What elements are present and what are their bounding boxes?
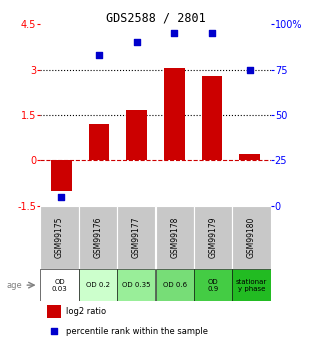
- Text: GSM99175: GSM99175: [55, 217, 64, 258]
- Bar: [117, 206, 156, 269]
- Bar: [40, 206, 79, 269]
- Point: [134, 40, 139, 45]
- Text: GSM99176: GSM99176: [94, 217, 102, 258]
- Bar: [126, 110, 147, 160]
- Bar: [51, 160, 72, 190]
- Point: [172, 30, 177, 36]
- Text: OD 0.35: OD 0.35: [122, 282, 151, 288]
- Bar: [232, 269, 271, 301]
- Text: GSM99179: GSM99179: [209, 217, 217, 258]
- Text: log2 ratio: log2 ratio: [66, 307, 106, 316]
- Point: [96, 52, 101, 58]
- Title: GDS2588 / 2801: GDS2588 / 2801: [106, 11, 205, 24]
- Text: stationar
y phase: stationar y phase: [236, 279, 267, 292]
- Bar: [117, 269, 156, 301]
- Point: [247, 67, 252, 72]
- Text: OD 0.6: OD 0.6: [163, 282, 187, 288]
- Bar: [194, 269, 232, 301]
- Text: OD
0.9: OD 0.9: [207, 279, 219, 292]
- Bar: [40, 269, 79, 301]
- Text: GSM99177: GSM99177: [132, 217, 141, 258]
- Bar: [89, 124, 109, 160]
- Point: [210, 30, 215, 36]
- Text: GSM99180: GSM99180: [247, 217, 256, 258]
- Text: OD
0.03: OD 0.03: [52, 279, 67, 292]
- Bar: [79, 269, 117, 301]
- Bar: [156, 206, 194, 269]
- Bar: [79, 206, 117, 269]
- Text: GSM99178: GSM99178: [170, 217, 179, 258]
- Bar: [47, 305, 61, 318]
- Text: age: age: [6, 280, 22, 289]
- Text: percentile rank within the sample: percentile rank within the sample: [66, 327, 208, 336]
- Bar: [202, 76, 222, 160]
- Bar: [239, 154, 260, 160]
- Point: [59, 194, 64, 199]
- Bar: [156, 269, 194, 301]
- Text: OD 0.2: OD 0.2: [86, 282, 110, 288]
- Bar: [164, 68, 185, 160]
- Point: [52, 329, 57, 334]
- Bar: [232, 206, 271, 269]
- Bar: [194, 206, 232, 269]
